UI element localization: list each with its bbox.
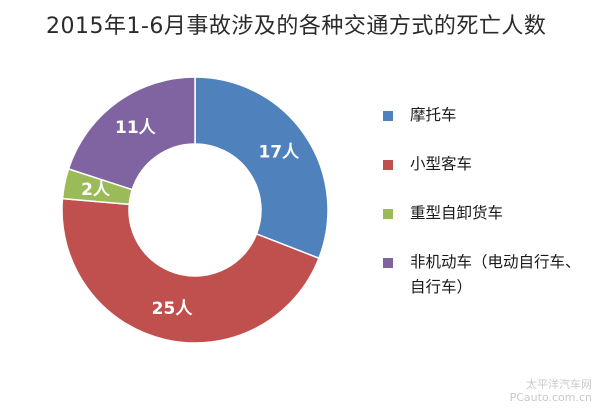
legend-swatch-heavy-dump-truck bbox=[383, 209, 393, 219]
legend-label-heavy-dump-truck: 重型自卸货车 bbox=[410, 204, 504, 222]
legend-item-non-motor-vehicle: 非机动车（电动自行车、自行车） bbox=[383, 250, 593, 300]
watermark-line-1: 太平洋汽车网 bbox=[526, 378, 592, 391]
legend-swatch-motorcycle bbox=[383, 111, 393, 121]
legend-item-motorcycle: 摩托车 bbox=[383, 103, 593, 128]
legend-label-motorcycle: 摩托车 bbox=[410, 106, 457, 124]
legend-swatch-non-motor-vehicle bbox=[383, 258, 393, 268]
donut-data-labels: 17人 25人 2人 11人 bbox=[81, 118, 300, 319]
donut-slice-non-motor-vehicle bbox=[67, 76, 196, 191]
data-label-non-motor-vehicle: 11人 bbox=[115, 118, 157, 138]
legend: 摩托车 小型客车 重型自卸货车 非机动车（电动自行车、自行车） bbox=[383, 103, 593, 324]
donut-slices bbox=[61, 76, 329, 344]
watermark: 太平洋汽车网 PCauto.com.cn bbox=[510, 378, 592, 404]
legend-label-small-passenger-car: 小型客车 bbox=[410, 155, 473, 173]
legend-item-heavy-dump-truck: 重型自卸货车 bbox=[383, 201, 593, 226]
legend-swatch-small-passenger-car bbox=[383, 160, 393, 170]
donut-slice-small-passenger-car bbox=[61, 197, 320, 344]
data-label-heavy-dump-truck: 2人 bbox=[81, 180, 111, 200]
watermark-line-2: PCauto.com.cn bbox=[509, 391, 592, 404]
chart-title: 2015年1-6月事故涉及的各种交通方式的死亡人数 bbox=[46, 14, 547, 39]
data-label-small-passenger-car: 25人 bbox=[152, 299, 194, 319]
legend-item-small-passenger-car: 小型客车 bbox=[383, 152, 593, 177]
data-label-motorcycle: 17人 bbox=[258, 143, 300, 163]
donut-slice-motorcycle bbox=[194, 76, 329, 260]
legend-label-non-motor-vehicle: 非机动车（电动自行车、自行车） bbox=[410, 253, 581, 296]
